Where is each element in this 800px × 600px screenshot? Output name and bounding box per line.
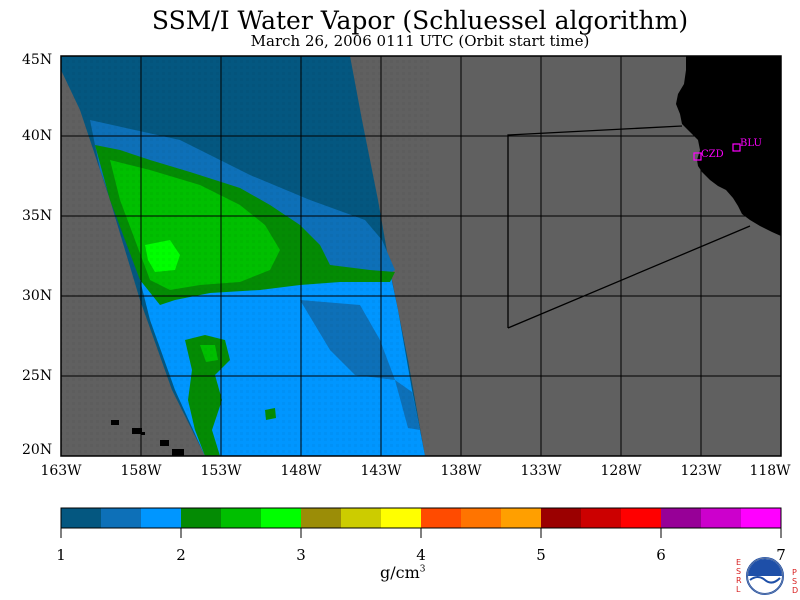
colorbar-label-6: 6	[656, 546, 666, 564]
lon-label-118w: 118W	[749, 463, 791, 479]
lat-label-35n: 35N	[22, 208, 53, 224]
svg-text:BLU: BLU	[740, 138, 762, 149]
map-frame	[60, 55, 782, 457]
lat-label-40n: 40N	[22, 128, 53, 144]
station-czd: CZD	[693, 149, 724, 161]
colorbar-units: g/cm3	[380, 563, 426, 582]
study-domain-outline	[507, 125, 751, 329]
lon-label-163w: 163W	[40, 463, 82, 479]
lat-label-25n: 25N	[22, 368, 53, 384]
lon-label-143w: 143W	[360, 463, 402, 479]
lon-label-158w: 158W	[120, 463, 162, 479]
map-subtitle: March 26, 2006 0111 UTC (Orbit start tim…	[250, 32, 590, 50]
colorbar-label-5: 5	[536, 546, 546, 564]
lon-label-128w: 128W	[600, 463, 642, 479]
lon-label-138w: 138W	[440, 463, 482, 479]
hawaii-islands	[111, 420, 184, 456]
lat-label-45n: 45N	[22, 52, 53, 68]
colorbar-label-2: 2	[176, 546, 186, 564]
north-america-land	[676, 56, 781, 236]
lon-label-123w: 123W	[680, 463, 722, 479]
station-blu: BLU	[732, 138, 762, 152]
svg-text:CZD: CZD	[701, 149, 724, 160]
lon-label-148w: 148W	[280, 463, 322, 479]
lat-label-30n: 30N	[22, 288, 53, 304]
colorbar-label-1: 1	[56, 546, 66, 564]
noaa-emblem-icon	[746, 557, 784, 595]
lon-label-133w: 133W	[520, 463, 562, 479]
lat-label-20n: 20N	[22, 442, 53, 458]
colorbar-label-3: 3	[296, 546, 306, 564]
map-title: SSM/I Water Vapor (Schluessel algorithm)	[151, 6, 689, 35]
colorbar-label-4: 4	[416, 546, 426, 564]
colorbar-label-7: 7	[776, 546, 786, 564]
map-grid	[61, 56, 781, 456]
lon-label-153w: 153W	[200, 463, 242, 479]
